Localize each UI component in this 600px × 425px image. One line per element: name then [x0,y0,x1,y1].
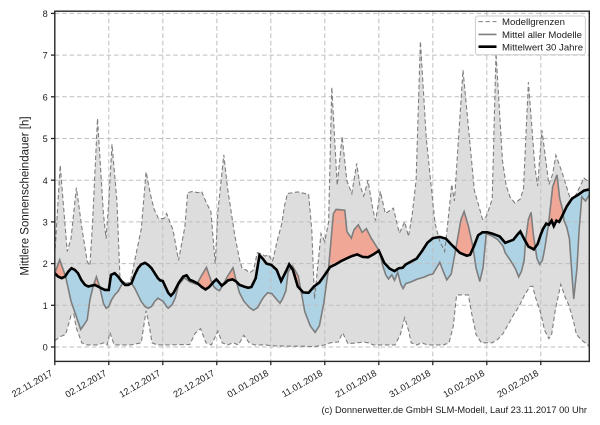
svg-text:1: 1 [43,301,48,311]
svg-text:6: 6 [43,92,48,102]
svg-text:2: 2 [43,259,48,269]
svg-text:(c) Donnerwetter.de GmbH SLM-M: (c) Donnerwetter.de GmbH SLM-Modell, Lau… [322,405,587,415]
svg-text:Mittelwert 30 Jahre: Mittelwert 30 Jahre [502,42,583,53]
svg-text:0: 0 [43,343,48,353]
svg-text:Mittlere Sonnenscheindauer [h]: Mittlere Sonnenscheindauer [h] [20,116,32,275]
svg-text:7: 7 [43,51,48,61]
svg-text:Mittel aller Modelle: Mittel aller Modelle [502,30,582,41]
svg-text:5: 5 [43,134,48,144]
svg-text:4: 4 [43,176,48,186]
svg-text:8: 8 [43,9,48,19]
svg-text:3: 3 [43,218,48,228]
svg-text:Modellgrenzen: Modellgrenzen [502,17,565,28]
